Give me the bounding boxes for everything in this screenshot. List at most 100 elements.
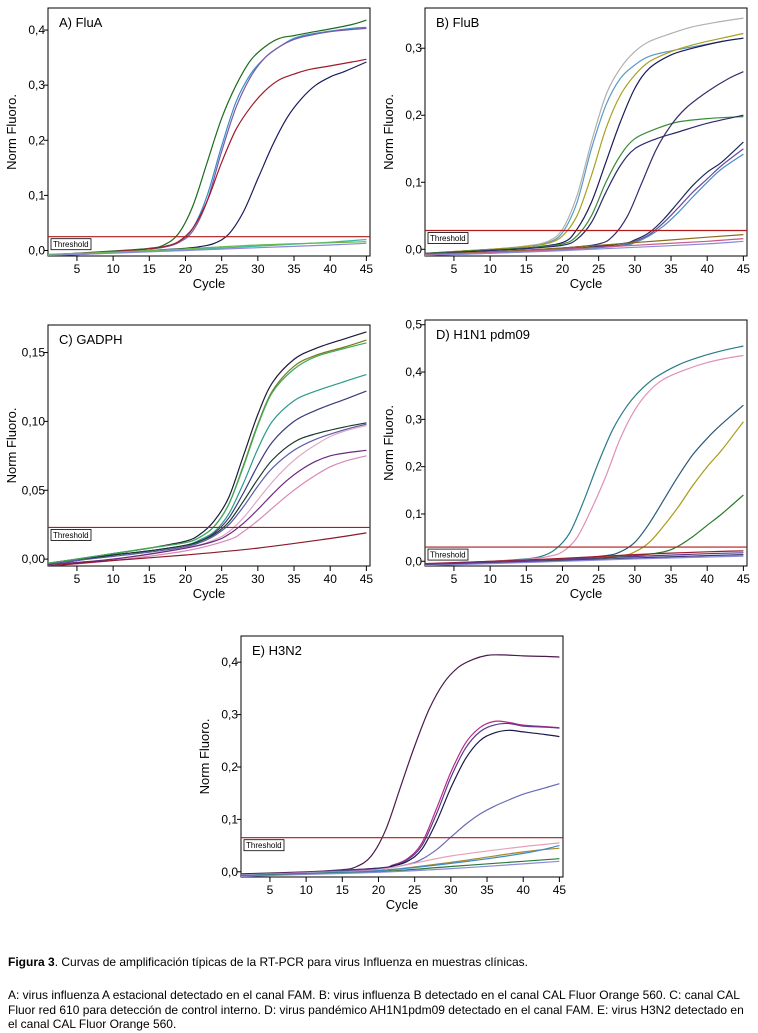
x-tick-label: 35 xyxy=(664,572,678,586)
chart-title: A) FluA xyxy=(59,15,103,30)
y-tick-label: 0,2 xyxy=(221,760,238,774)
x-tick-label: 45 xyxy=(360,262,374,276)
x-tick-label: 30 xyxy=(251,262,265,276)
caption-title-text: . Curvas de amplificación típicas de la … xyxy=(54,955,529,969)
series-group xyxy=(48,331,367,566)
x-tick-label: 35 xyxy=(287,262,301,276)
x-tick-label: 15 xyxy=(143,262,157,276)
chart-title: C) GADPH xyxy=(59,332,123,347)
x-tick-label: 5 xyxy=(267,883,274,897)
x-axis-label: Cycle xyxy=(570,586,603,601)
x-tick-label: 40 xyxy=(324,572,338,586)
y-tick-label: 0,1 xyxy=(28,188,45,202)
threshold-label-box xyxy=(427,548,469,561)
series-line-10 xyxy=(48,532,367,566)
series-line-1 xyxy=(425,354,744,565)
y-tick-label: 0,5 xyxy=(405,318,422,332)
y-tick-label: 0,3 xyxy=(28,78,45,92)
series-line-0 xyxy=(241,654,560,875)
x-tick-label: 40 xyxy=(324,262,338,276)
threshold-label: Threshold xyxy=(53,531,89,540)
y-tick-label: 0,2 xyxy=(405,460,422,474)
threshold-label: Threshold xyxy=(430,551,466,560)
chart-panel-0: 5 10 15 20 25 30 35 40 45 0,0 0,1 0,2 0,3 0,4 Cycle Nor… xyxy=(4,7,374,291)
y-tick-label: 0,0 xyxy=(405,554,422,568)
x-axis-label: Cycle xyxy=(386,897,419,912)
series-line-2 xyxy=(48,342,367,564)
x-tick-label: 10 xyxy=(299,883,313,897)
chart-panel-2: 5 10 15 20 25 30 35 40 45 0,00 0,05 0,10 0,15 Cycle No… xyxy=(4,324,373,601)
figure-caption-title: Figura 3. Curvas de amplificación típica… xyxy=(8,955,752,970)
series-line-11 xyxy=(425,238,744,256)
chart-panel-1: 5 10 15 20 25 30 35 40 45 0,0 0,1 0,2 0,3 Cycle Norm F… xyxy=(381,7,751,291)
x-tick-label: 15 xyxy=(336,883,350,897)
y-axis-label: Norm Fluoro. xyxy=(4,94,19,170)
chart-panel-3: 5 10 15 20 25 30 35 40 45 0,0 0,1 0,2 0,3 0,4 0,5 Cycle… xyxy=(381,318,750,601)
x-tick-label: 35 xyxy=(287,572,301,586)
series-group xyxy=(241,654,560,877)
threshold-label-box xyxy=(50,238,92,251)
threshold-label: Threshold xyxy=(53,240,89,249)
x-tick-label: 15 xyxy=(143,572,157,586)
series-line-6 xyxy=(425,552,744,565)
threshold-label-box xyxy=(243,839,285,852)
x-tick-label: 45 xyxy=(737,262,751,276)
x-tick-label: 15 xyxy=(520,262,534,276)
y-tick-label: 0,1 xyxy=(405,175,422,189)
x-tick-label: 15 xyxy=(520,572,534,586)
x-tick-label: 30 xyxy=(628,572,642,586)
x-tick-label: 5 xyxy=(74,572,81,586)
y-axis-label: Norm Fluoro. xyxy=(381,405,396,481)
series-line-0 xyxy=(48,19,367,256)
series-line-9 xyxy=(241,860,560,877)
series-line-6 xyxy=(48,241,367,255)
x-tick-label: 30 xyxy=(444,883,458,897)
y-tick-label: 0,00 xyxy=(22,552,46,566)
x-tick-label: 5 xyxy=(451,262,458,276)
threshold-label: Threshold xyxy=(430,234,466,243)
x-tick-label: 20 xyxy=(556,572,570,586)
y-tick-label: 0,2 xyxy=(405,108,422,122)
y-tick-label: 0,0 xyxy=(405,242,422,256)
x-tick-label: 35 xyxy=(664,262,678,276)
threshold-label: Threshold xyxy=(246,841,282,850)
series-line-6 xyxy=(48,423,367,566)
threshold-label-box xyxy=(50,529,92,541)
y-tick-label: 0,1 xyxy=(221,812,238,826)
plot-frame xyxy=(424,319,748,567)
x-axis-label: Cycle xyxy=(570,276,603,291)
plot-frame xyxy=(240,635,564,878)
x-tick-label: 25 xyxy=(592,572,606,586)
x-tick-label: 40 xyxy=(517,883,531,897)
series-line-5 xyxy=(425,550,744,565)
x-tick-label: 10 xyxy=(483,572,497,586)
y-axis-label: Norm Fluoro. xyxy=(197,719,212,795)
x-tick-label: 25 xyxy=(215,262,229,276)
y-tick-label: 0,15 xyxy=(22,346,46,360)
plot-frame xyxy=(47,324,371,567)
series-line-5 xyxy=(425,114,744,255)
series-line-5 xyxy=(48,422,367,566)
y-tick-label: 0,4 xyxy=(28,23,45,37)
y-axis-label: Norm Fluoro. xyxy=(381,94,396,170)
charts-svg: 5 10 15 20 25 30 35 40 45 0,0 0,1 0,2 0,3 0,4 Cycle Nor… xyxy=(4,7,751,912)
chart-title: D) H1N1 pdm09 xyxy=(436,327,530,342)
x-axis-label: Cycle xyxy=(193,276,226,291)
y-tick-label: 0,3 xyxy=(405,412,422,426)
series-group xyxy=(48,19,367,256)
x-tick-label: 5 xyxy=(74,262,81,276)
x-tick-label: 25 xyxy=(592,262,606,276)
chart-title: E) H3N2 xyxy=(252,643,302,658)
y-tick-label: 0,0 xyxy=(221,865,238,879)
series-line-2 xyxy=(425,32,744,254)
x-tick-label: 40 xyxy=(701,262,715,276)
y-tick-label: 0,10 xyxy=(22,414,46,428)
y-tick-label: 0,4 xyxy=(405,365,422,379)
series-line-3 xyxy=(48,58,367,256)
y-tick-label: 0,0 xyxy=(28,243,45,257)
x-tick-label: 10 xyxy=(483,262,497,276)
chart-title: B) FluB xyxy=(436,15,479,30)
y-tick-label: 0,3 xyxy=(405,41,422,55)
x-tick-label: 5 xyxy=(451,572,458,586)
x-tick-label: 20 xyxy=(556,262,570,276)
